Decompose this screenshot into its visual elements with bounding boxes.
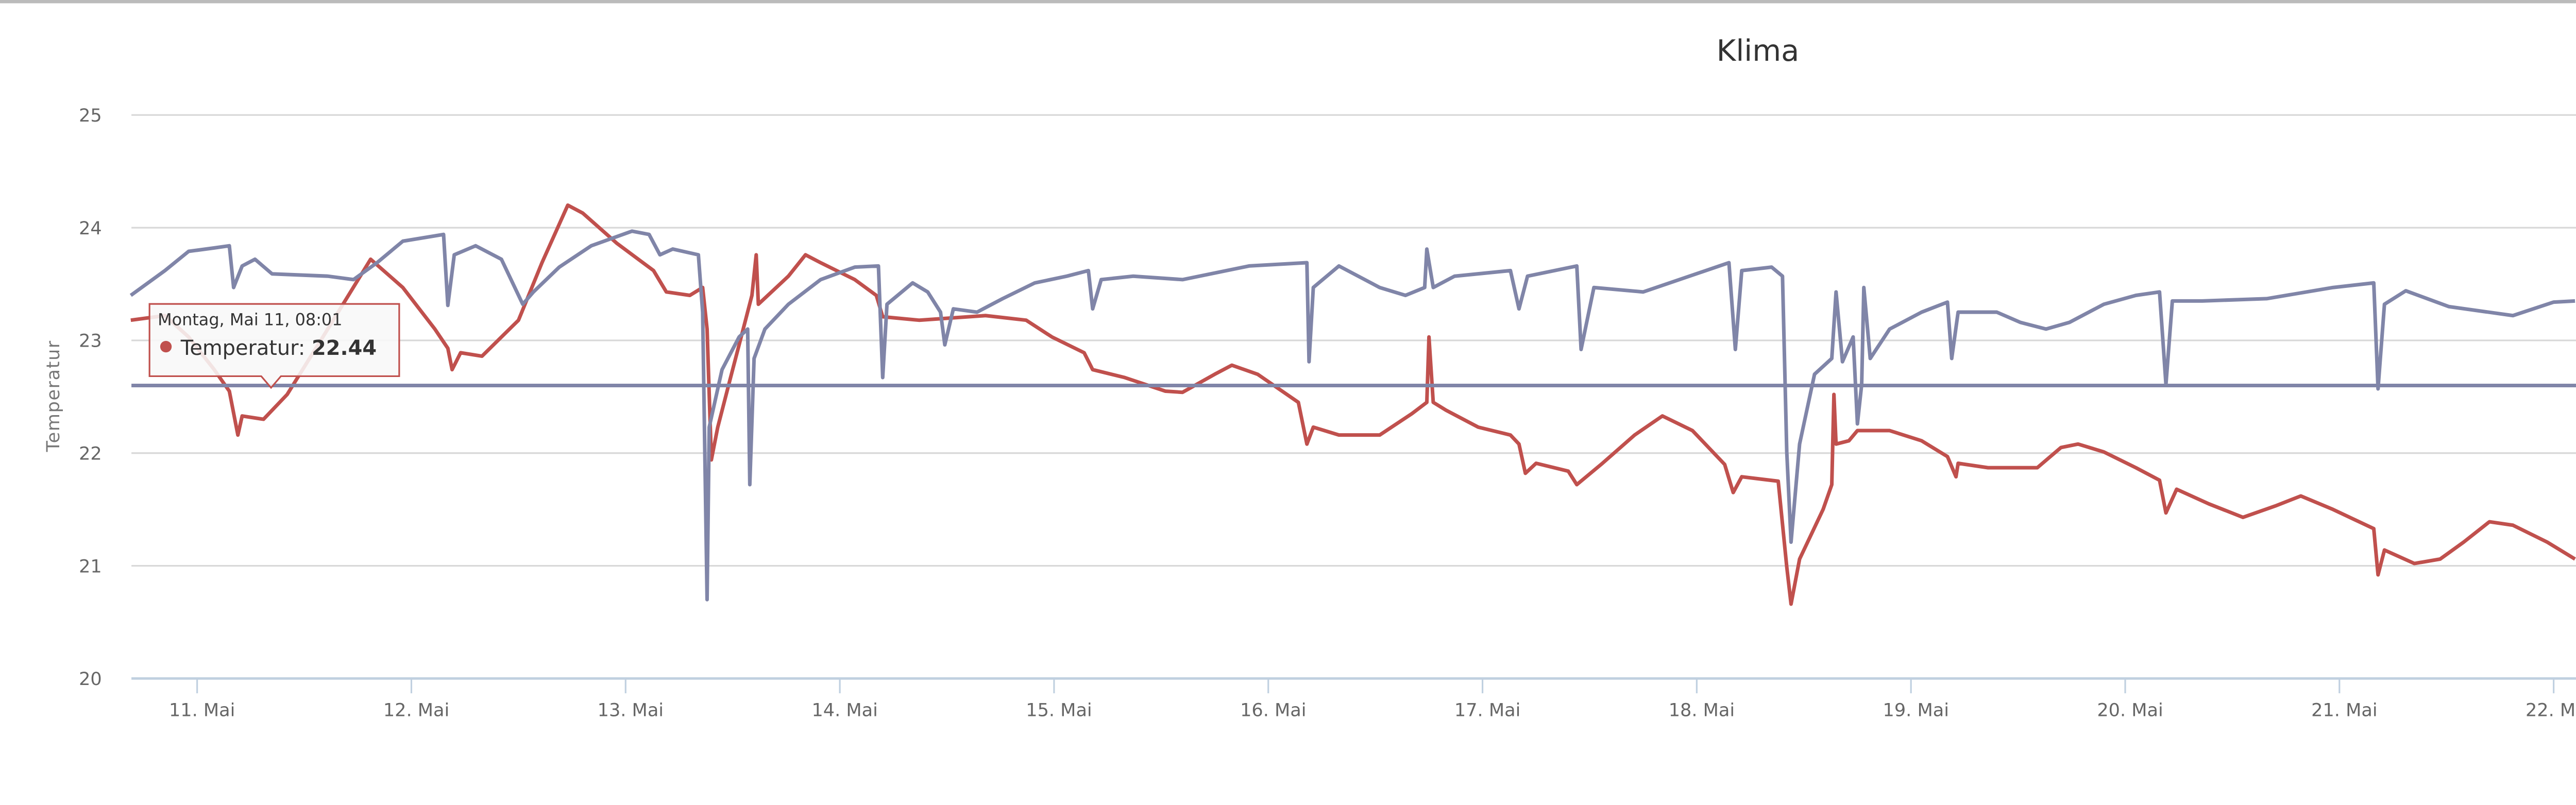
tooltip-box	[148, 303, 400, 389]
x-tick-label: 11. Mai	[169, 700, 235, 721]
y-tick-label: 21	[79, 556, 102, 577]
x-tick-label: 12. Mai	[383, 700, 449, 721]
y-tick-label: 25	[79, 105, 102, 126]
x-tick-label: 21. Mai	[2311, 700, 2377, 721]
x-tick-label: 15. Mai	[1026, 700, 1092, 721]
tooltip-value: 22.44	[312, 336, 377, 360]
x-tick-label: 14. Mai	[811, 700, 877, 721]
x-tick-label: 20. Mai	[2097, 700, 2163, 721]
series-line-temperatur[interactable]	[130, 203, 2576, 606]
series-group	[129, 203, 2576, 606]
x-tick-label: 22. Mai	[2526, 700, 2576, 721]
y-tick-label: 24	[79, 218, 102, 239]
y-axis-label: Temperatur	[43, 340, 64, 452]
tooltip-line: Temperatur: 22.44	[180, 336, 377, 360]
x-tick-label: 19. Mai	[1883, 700, 1949, 721]
tooltip-date: Montag, Mai 11, 08:01	[158, 310, 342, 330]
x-tick-label: 18. Mai	[1669, 700, 1735, 721]
y-axis-ticks: 20 21 22 23 24 25	[79, 105, 102, 690]
series-line-series-2[interactable]	[129, 229, 2575, 602]
x-axis-ticks: 11. Mai 12. Mai 13. Mai 14. Mai 15. Mai 16. M…	[169, 678, 2576, 721]
x-tick-label: 13. Mai	[598, 700, 664, 721]
tooltip-series-marker	[160, 340, 172, 353]
chart-title: Klima	[1717, 33, 1800, 68]
x-tick-label: 16. Mai	[1240, 700, 1306, 721]
tooltip: Montag, Mai 11, 08:01 Temperatur: 22.44	[148, 303, 400, 389]
x-tick-label: 17. Mai	[1454, 700, 1520, 721]
tooltip-series-label: Temperatur:	[180, 336, 306, 360]
y-tick-label: 22	[79, 443, 102, 464]
y-tick-label: 20	[79, 669, 102, 690]
y-tick-label: 23	[79, 331, 102, 352]
